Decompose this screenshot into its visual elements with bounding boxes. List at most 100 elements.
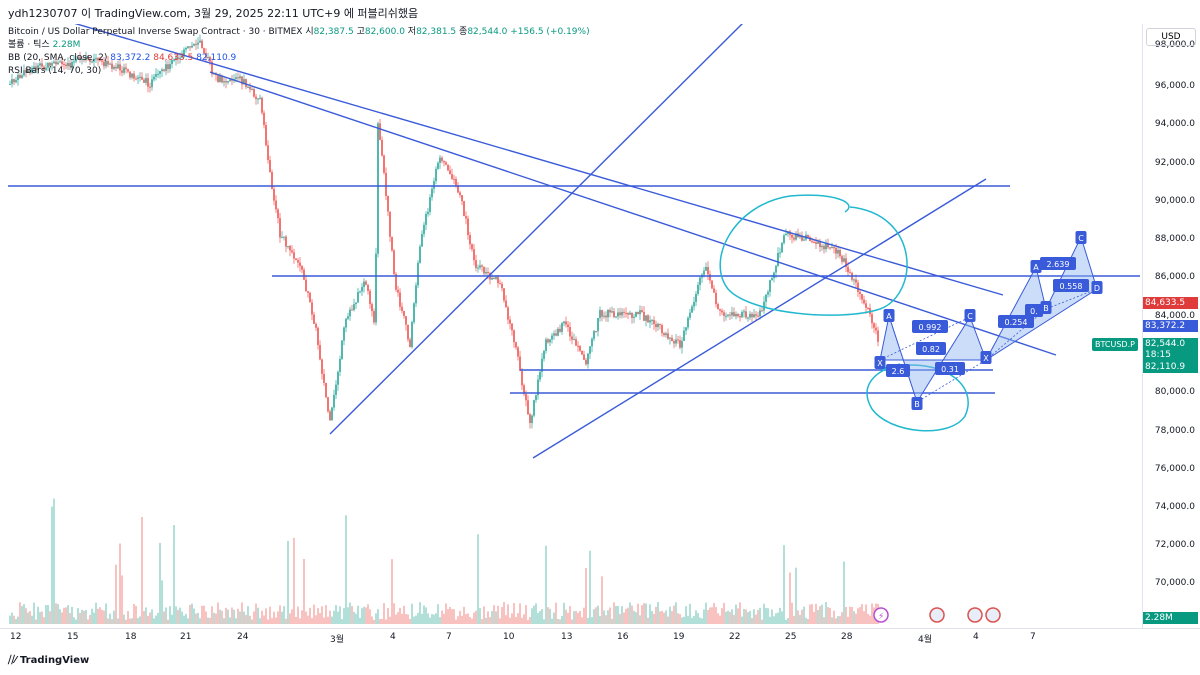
- volume-bar: [327, 616, 329, 624]
- volume-bar: [665, 610, 667, 624]
- volume-bar: [679, 614, 681, 624]
- volume-bar: [265, 608, 267, 624]
- volume-bar: [283, 606, 285, 624]
- candle-body: [231, 79, 233, 81]
- legend-volume-row[interactable]: 볼륨 · 틱스 2.28M: [8, 39, 590, 52]
- volume-bar: [95, 602, 97, 624]
- us-flag-event-icon: [929, 607, 945, 623]
- time-axis[interactable]: 12 15 18 21 24 3월 4 7 10 13 16 19 22 25 28 4월 4 7: [0, 628, 1200, 649]
- candle-body: [847, 266, 849, 273]
- candle-body: [73, 61, 75, 63]
- volume-bar: [749, 611, 751, 624]
- volume-bar: [549, 608, 551, 624]
- pattern-point-label-text: B: [914, 400, 920, 409]
- volume-bar: [585, 567, 587, 624]
- legend-symbol: Bitcoin / US Dollar Perpetual Inverse Sw…: [8, 27, 303, 37]
- candle-body: [223, 81, 225, 83]
- time-tick: 19: [673, 632, 685, 642]
- time-tick: 15: [67, 632, 79, 642]
- volume-bar: [449, 606, 451, 624]
- volume-bar: [153, 618, 155, 624]
- volume-label: 볼륨 · 틱스: [8, 40, 50, 50]
- volume-bar: [421, 613, 423, 624]
- volume-bar: [843, 561, 845, 624]
- volume-bar: [45, 605, 47, 624]
- candle-body: [815, 242, 817, 244]
- candle-body: [211, 61, 213, 75]
- candle-body: [641, 310, 643, 312]
- candle-body: [585, 359, 587, 365]
- volume-bar: [509, 617, 511, 624]
- trendline-descending-upper: [74, 24, 1004, 296]
- legend-bb-row[interactable]: BB (20, SMA, close, 2) 83,372.2 84,633.5…: [8, 52, 590, 65]
- candle-body: [829, 247, 831, 249]
- time-tick: 10: [503, 632, 515, 642]
- volume-bar: [329, 610, 331, 624]
- volume-bar: [105, 603, 107, 624]
- event-icons[interactable]: ⚡: [873, 607, 1001, 623]
- candle-body: [751, 313, 753, 318]
- volume-bar: [303, 559, 305, 624]
- candle-body: [823, 245, 825, 250]
- volume-bar: [263, 615, 265, 624]
- volume-bar: [533, 605, 535, 624]
- chart-legend: Bitcoin / US Dollar Perpetual Inverse Sw…: [8, 26, 590, 78]
- volume-bar: [193, 608, 195, 624]
- volume-bar: [97, 608, 99, 624]
- volume-bar: [739, 602, 741, 624]
- candle-body: [45, 67, 47, 70]
- volume-bar: [69, 612, 71, 624]
- open-label: 시: [305, 27, 314, 37]
- volume-bar: [575, 610, 577, 624]
- candle-body: [511, 323, 513, 331]
- volume-bar: [661, 610, 663, 624]
- volume-bar: [723, 602, 725, 624]
- volume-bar: [267, 619, 269, 624]
- volume-bar: [467, 613, 469, 624]
- volume-bar: [403, 605, 405, 624]
- price-tick: 96,000.0: [1154, 81, 1195, 91]
- candle-body: [433, 181, 435, 189]
- volume-bar: [107, 618, 109, 624]
- candle-body: [535, 395, 537, 401]
- volume-bar: [607, 610, 609, 624]
- candle-body: [519, 356, 521, 371]
- candle-body: [229, 79, 231, 82]
- candle-body: [129, 71, 131, 78]
- pattern-ratio-label: [912, 320, 948, 333]
- candle-body: [551, 335, 553, 340]
- volume-bar: [601, 576, 603, 624]
- candle-body: [561, 323, 563, 332]
- volume-bar: [257, 607, 259, 624]
- volume-bar: [495, 611, 497, 624]
- candle-body: [587, 353, 589, 365]
- candle-body: [279, 218, 281, 238]
- volume-bar: [793, 615, 795, 624]
- legend-rsi-row[interactable]: RSI Bars (14, 70, 30): [8, 65, 590, 78]
- volume-bar: [307, 615, 309, 624]
- volume-bar: [333, 610, 335, 624]
- volume-bar: [39, 612, 41, 624]
- tradingview-logo[interactable]: ⧸⧸⁄ TradingView: [8, 655, 89, 666]
- candle-body: [271, 172, 273, 190]
- volume-bar: [747, 612, 749, 624]
- volume-bar: [305, 611, 307, 624]
- candle-body: [703, 270, 705, 275]
- candle-body: [759, 310, 761, 317]
- candle-body: [75, 58, 77, 62]
- currency-selector[interactable]: USD: [1146, 28, 1196, 46]
- volume-bar: [727, 610, 729, 624]
- bb-upper-value: 84,633.5: [153, 53, 194, 63]
- candle-body: [49, 62, 51, 66]
- volume-bar: [829, 608, 831, 624]
- price-tick: 86,000.0: [1154, 272, 1195, 282]
- volume-bar: [19, 602, 21, 624]
- volume-bar: [273, 611, 275, 624]
- candle-body: [83, 59, 85, 61]
- candle-body: [201, 40, 203, 49]
- candle-body: [643, 311, 645, 321]
- candle-body: [51, 63, 53, 66]
- volume-bar: [503, 602, 505, 624]
- volume-bar: [849, 606, 851, 624]
